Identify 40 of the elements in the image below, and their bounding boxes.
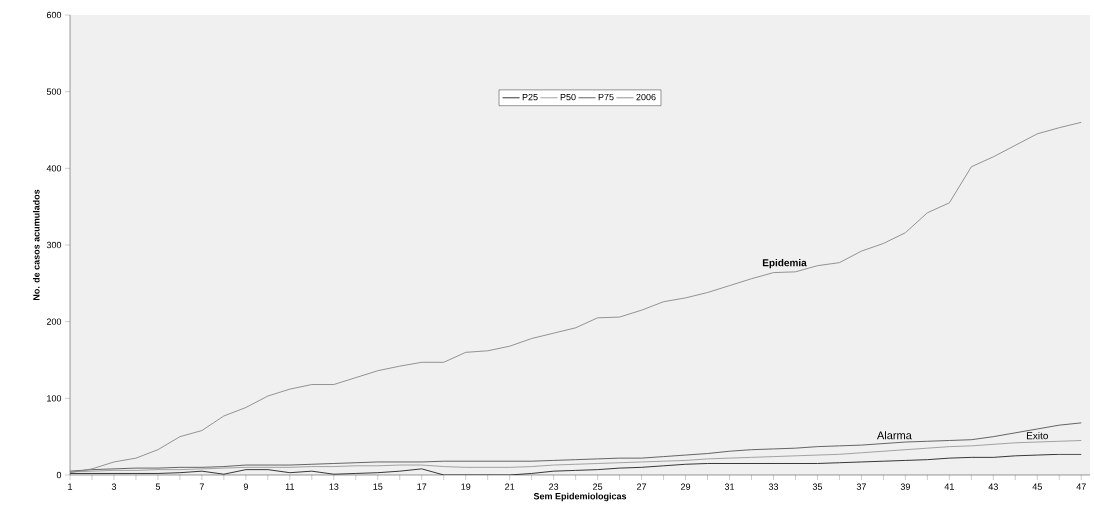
x-tick-label: 9 [243, 483, 248, 490]
x-tick-label: 3 [111, 483, 117, 490]
y-tick-label: 200 [46, 318, 62, 325]
annotation: Exito [1026, 431, 1048, 440]
x-tick-label: 39 [900, 483, 910, 490]
x-tick-label: 25 [593, 483, 603, 490]
x-tick-label: 41 [944, 483, 954, 490]
x-tick-label: 37 [856, 483, 866, 490]
legend-label: P75 [598, 93, 614, 101]
x-axis-title: Sem Epidemiologicas [533, 492, 627, 502]
x-tick-label: 5 [155, 483, 161, 490]
y-axis-title: No. de casos acumulados [32, 189, 40, 301]
y-tick-label: 500 [46, 88, 62, 95]
y-tick-label: 400 [46, 165, 62, 172]
x-tick-label: 45 [1032, 483, 1042, 490]
x-tick-label: 11 [285, 483, 295, 490]
x-tick-label: 27 [637, 483, 647, 490]
legend-label: P50 [560, 93, 576, 101]
y-tick-label: 300 [46, 241, 62, 249]
x-tick-label: 17 [417, 483, 427, 490]
annotation: Epidemia [762, 258, 807, 269]
x-tick-label: 35 [812, 483, 823, 490]
x-tick-label: 31 [724, 483, 735, 490]
x-tick-label: 29 [680, 483, 691, 490]
y-tick-label: 600 [46, 11, 62, 19]
x-tick-label: 1 [68, 483, 73, 490]
x-tick-label: 7 [199, 483, 204, 490]
x-tick-label: 23 [549, 483, 559, 490]
x-tick-label: 15 [373, 483, 383, 490]
x-tick-label: 21 [505, 483, 515, 490]
x-tick-label: 33 [768, 483, 779, 490]
y-tick-label: 0 [56, 471, 62, 479]
y-tick-label: 100 [47, 395, 62, 402]
legend-label: 2006 [636, 93, 656, 101]
x-tick-label: 43 [988, 483, 998, 490]
x-tick-label: 47 [1076, 483, 1086, 490]
legend-label: P25 [522, 93, 538, 101]
annotation: Alarma [876, 431, 912, 440]
x-tick-label: 13 [329, 483, 339, 490]
x-tick-label: 19 [461, 483, 471, 490]
